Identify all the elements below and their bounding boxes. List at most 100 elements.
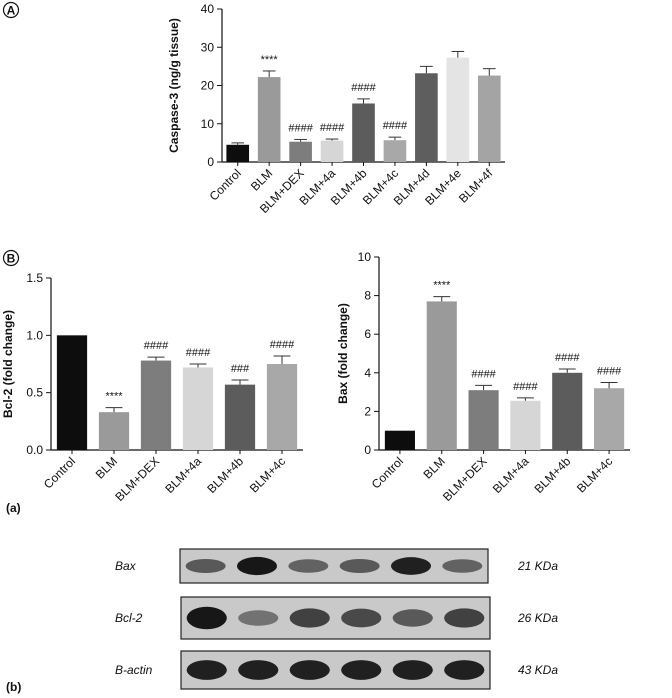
bar <box>56 335 88 450</box>
x-tick-label: BLM+4c <box>574 454 615 495</box>
blot-protein-label: Bax <box>115 559 137 573</box>
x-tick-label: BLM <box>93 454 120 481</box>
y-tick-label: 1.0 <box>26 328 43 342</box>
bar <box>182 367 214 450</box>
blot-band <box>444 660 485 680</box>
blot-kda-label: 26 KDa <box>517 611 558 625</box>
blot-band <box>186 606 227 630</box>
x-tick-label: Control <box>369 454 406 491</box>
western-blot: Bax 21 KDa Bcl-2 26 KDa B-actin 43 KDa <box>115 548 558 690</box>
significance-label: #### <box>597 365 622 377</box>
y-tick-label: 0 <box>364 443 371 457</box>
significance-label: **** <box>105 391 123 403</box>
blot-band <box>392 660 433 680</box>
x-tick-label: BLM+4b <box>204 454 246 496</box>
blot-protein-label: Bcl-2 <box>115 611 143 625</box>
blot-band <box>341 608 382 628</box>
x-tick-label: Control <box>41 454 78 491</box>
significance-label: #### <box>351 82 376 94</box>
x-tick-label: BLM+DEX <box>440 454 490 504</box>
significance-label: #### <box>144 340 169 352</box>
significance-label: #### <box>270 339 295 351</box>
panel-label: B <box>7 252 16 266</box>
blot-band <box>442 559 483 573</box>
bcl-2-bar-chart: 0.0 0.5 1.0 1.5 Bcl-2 (fold change) Control **… <box>1 271 303 504</box>
blot-band <box>289 660 330 680</box>
x-tick-label: Control <box>207 166 244 203</box>
y-axis-title: Bcl-2 (fold change) <box>1 310 15 418</box>
y-tick-label: 2 <box>364 404 371 418</box>
bar <box>552 372 583 450</box>
panel-labels: AB <box>2 1 20 267</box>
significance-label: #### <box>555 352 580 364</box>
blot-strip <box>180 650 491 690</box>
panel-label-circle <box>2 249 20 267</box>
bax-bar-chart: 0 2 4 6 8 10 Bax (fold change) Control **** BLM ##… <box>336 250 630 504</box>
bar <box>384 430 415 450</box>
y-tick-label: 20 <box>201 79 215 93</box>
bar <box>446 57 470 162</box>
x-tick-label: BLM <box>248 166 275 193</box>
blot-protein-label: B-actin <box>115 663 153 677</box>
bar <box>320 140 344 162</box>
bar <box>266 364 298 450</box>
bar <box>594 388 625 450</box>
blot-band <box>238 660 279 680</box>
blot-band <box>236 556 278 576</box>
significance-label: #### <box>471 368 496 380</box>
significance-label: **** <box>433 280 451 292</box>
blot-band <box>339 558 380 574</box>
bar <box>140 360 172 450</box>
y-tick-label: 0.0 <box>26 443 43 457</box>
significance-label: **** <box>261 54 279 66</box>
x-tick-label: BLM <box>421 454 448 481</box>
panel-label-circle <box>2 1 20 19</box>
bar <box>98 412 130 450</box>
bar <box>477 75 501 162</box>
blot-band <box>444 608 485 628</box>
y-tick-label: 4 <box>364 366 371 380</box>
y-tick-label: 6 <box>364 327 371 341</box>
significance-label: #### <box>288 122 313 134</box>
bar <box>510 400 541 450</box>
x-tick-label: BLM+4a <box>490 454 532 496</box>
blot-band <box>392 609 433 627</box>
bar <box>257 77 281 162</box>
bar <box>226 144 250 162</box>
significance-label: #### <box>320 122 345 134</box>
x-tick-label: BLM+DEX <box>112 454 162 504</box>
y-tick-label: 1.5 <box>26 271 43 285</box>
y-tick-label: 10 <box>201 117 215 131</box>
bar <box>224 384 256 450</box>
blot-band <box>341 660 382 680</box>
bar <box>468 390 499 450</box>
significance-label: #### <box>383 120 408 132</box>
x-tick-label: BLM+4c <box>247 454 288 495</box>
sub-label-a: (a) <box>6 501 21 515</box>
blot-kda-label: 21 KDa <box>517 559 558 573</box>
bar <box>415 73 438 162</box>
y-tick-label: 10 <box>358 250 372 264</box>
x-tick-label: BLM+4a <box>162 454 204 496</box>
y-tick-label: 0.5 <box>26 386 43 400</box>
blot-strip <box>179 548 489 584</box>
blot-band <box>390 557 432 575</box>
blot-band <box>238 610 279 626</box>
significance-label: ### <box>231 363 250 375</box>
significance-label: #### <box>186 347 211 359</box>
y-axis-title: Caspase-3 (ng/g tissue) <box>167 18 181 153</box>
sub-label-b: (b) <box>6 680 21 694</box>
bar <box>426 301 457 450</box>
x-tick-label: BLM+4b <box>532 454 574 496</box>
blot-band <box>289 608 330 628</box>
blot-band <box>186 660 227 680</box>
bar <box>352 103 375 162</box>
panel-label: A <box>7 4 16 18</box>
significance-label: #### <box>513 381 538 393</box>
blot-strip <box>180 596 491 640</box>
blot-band <box>185 558 226 574</box>
blot-band <box>288 559 329 573</box>
bar <box>383 140 407 162</box>
y-tick-label: 8 <box>364 289 371 303</box>
